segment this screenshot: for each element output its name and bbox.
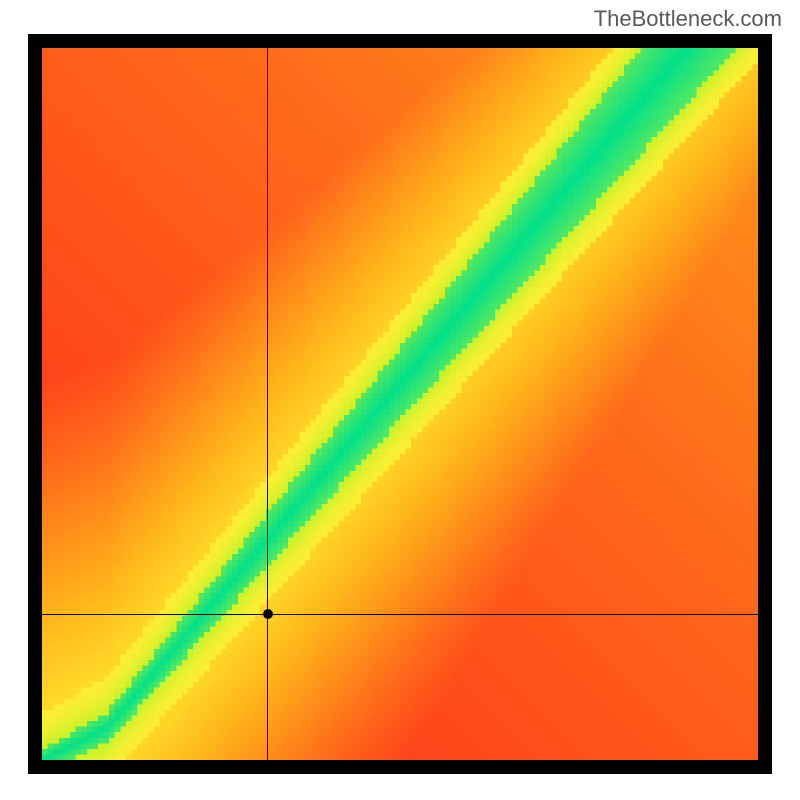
heatmap-canvas xyxy=(42,48,758,760)
chart-container: TheBottleneck.com xyxy=(0,0,800,800)
crosshair-vertical xyxy=(267,48,268,760)
plot-frame xyxy=(28,34,772,774)
crosshair-point xyxy=(263,609,273,619)
watermark-text: TheBottleneck.com xyxy=(594,6,782,32)
crosshair-horizontal xyxy=(42,614,758,615)
